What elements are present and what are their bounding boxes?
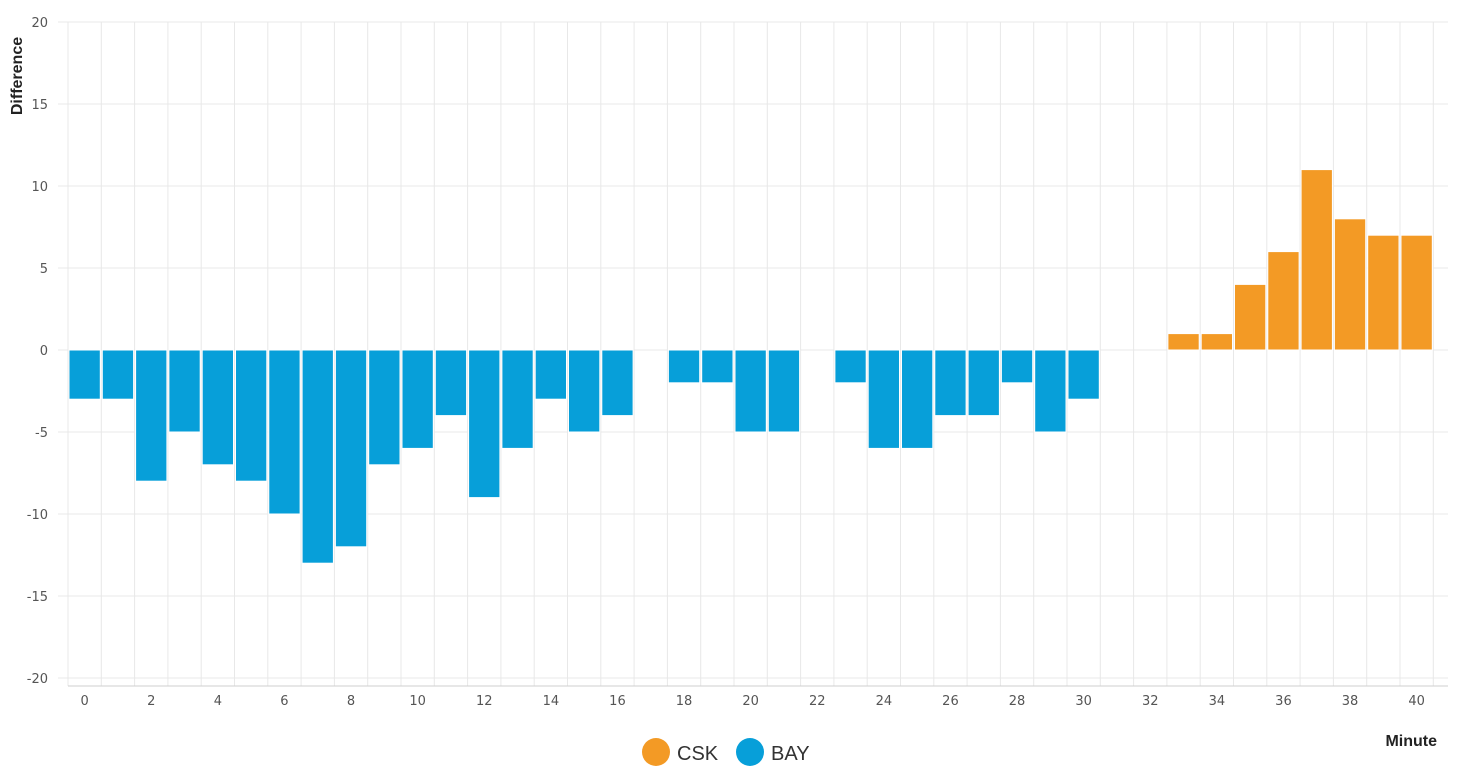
bar-bay[interactable] [434,349,468,417]
legend-swatch-csk[interactable] [642,738,670,766]
bar-bay[interactable] [301,349,334,564]
x-tick-label: 14 [543,694,560,709]
bar-bay[interactable] [235,349,268,482]
legend: CSK BAY [642,738,810,766]
x-tick-label: 20 [742,694,759,709]
x-tick-label: 16 [609,694,626,709]
bar-bay[interactable] [401,349,434,449]
bar-bay[interactable] [501,349,534,449]
bar-bay[interactable] [135,349,168,482]
bars [68,169,1433,564]
x-tick-label: 2 [147,694,155,709]
legend-label-bay[interactable]: BAY [771,743,810,765]
x-axis-ticks: 0 2 4 6 8 10 12 14 16 18 20 22 24 26 28 30 32 34 36 38 40 [81,694,1425,709]
legend-label-csk[interactable]: CSK [677,743,719,765]
bar-bay[interactable] [168,349,201,433]
x-tick-label: 22 [809,694,826,709]
legend-swatch-bay[interactable] [736,738,764,766]
x-tick-label: 40 [1408,694,1425,709]
bar-csk[interactable] [1267,251,1300,351]
bar-bay[interactable] [101,349,135,400]
bar-bay[interactable] [701,349,734,384]
bar-csk[interactable] [1367,234,1400,351]
bar-bay[interactable] [68,349,101,400]
bar-bay[interactable] [568,349,601,433]
bar-csk[interactable] [1167,333,1200,351]
bar-bay[interactable] [934,349,967,417]
x-tick-label: 8 [347,694,355,709]
y-tick-label: -15 [27,590,48,605]
y-tick-label: -20 [27,672,48,687]
y-tick-label: 15 [31,98,48,113]
y-axis-title: Difference [9,37,26,115]
bar-bay[interactable] [468,349,501,499]
x-tick-label: 32 [1142,694,1159,709]
bar-bay[interactable] [1067,349,1100,400]
x-tick-label: 30 [1075,694,1092,709]
bar-bay[interactable] [534,349,568,400]
y-tick-label: 20 [31,16,48,31]
x-tick-label: 12 [476,694,493,709]
y-axis-ticks: 20 15 10 5 0 -5 -10 -15 -20 [27,16,48,687]
bar-bay[interactable] [667,349,701,384]
x-tick-label: 38 [1342,694,1359,709]
x-tick-label: 28 [1009,694,1026,709]
bar-bay[interactable] [268,349,301,515]
y-tick-label: -10 [27,508,48,523]
y-tick-label: -5 [35,426,48,441]
bar-bay[interactable] [867,349,901,449]
bar-bay[interactable] [334,349,368,548]
y-tick-label: 5 [40,262,48,277]
x-axis-title: Minute [1385,733,1437,750]
y-tick-label: 10 [31,180,48,195]
bar-bay[interactable] [1034,349,1067,433]
bar-csk[interactable] [1400,234,1433,351]
x-tick-label: 34 [1209,694,1226,709]
bar-bay[interactable] [901,349,934,449]
bar-bay[interactable] [1000,349,1034,384]
bar-bay[interactable] [967,349,1000,417]
bar-csk[interactable] [1200,333,1233,351]
bar-csk[interactable] [1333,218,1367,351]
bar-bay[interactable] [368,349,401,466]
y-tick-label: 0 [40,344,48,359]
bar-bay[interactable] [734,349,767,433]
bar-bay[interactable] [834,349,867,384]
bar-bay[interactable] [767,349,801,433]
x-tick-label: 4 [214,694,222,709]
x-tick-label: 24 [876,694,893,709]
x-tick-label: 0 [81,694,89,709]
bar-csk[interactable] [1234,283,1267,351]
x-tick-label: 18 [676,694,693,709]
x-tick-label: 10 [409,694,426,709]
bar-csk[interactable] [1300,169,1333,351]
x-tick-label: 6 [280,694,288,709]
x-tick-label: 36 [1275,694,1292,709]
bar-bay[interactable] [601,349,634,417]
x-tick-label: 26 [942,694,959,709]
bar-bay[interactable] [201,349,234,466]
